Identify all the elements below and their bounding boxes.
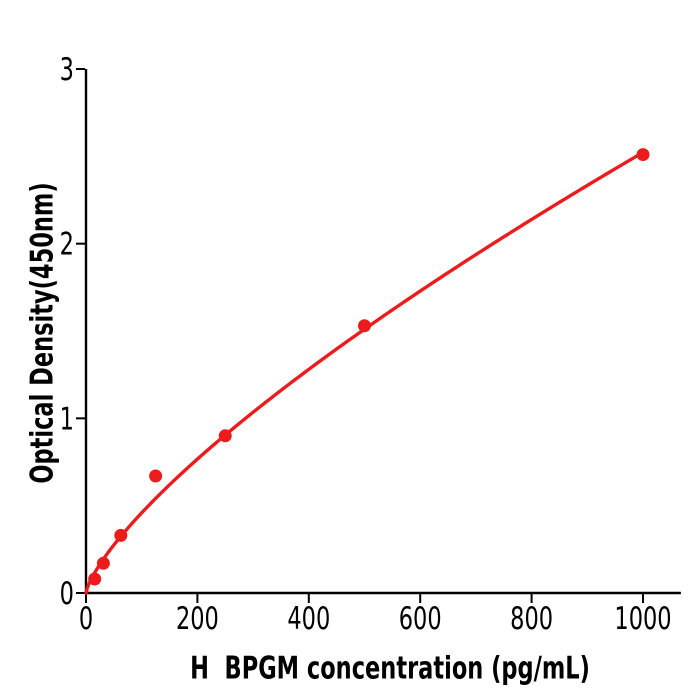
y-tick-label-text: 2 — [60, 227, 74, 263]
x-tick-label-text: 800 — [510, 601, 553, 637]
data-point — [218, 429, 232, 443]
data-point — [149, 469, 163, 483]
y-axis-title: Optical Density(450nm) — [24, 182, 61, 484]
x-tick-label: 600 — [399, 601, 442, 637]
x-tick-label: 0 — [79, 601, 93, 637]
x-tick-label: 400 — [287, 601, 330, 637]
y-tick-label: 1 — [60, 402, 74, 438]
x-tick-label-text: 600 — [399, 601, 442, 637]
data-point — [96, 556, 110, 570]
y-tick-label: 3 — [60, 52, 74, 88]
fitted-curve — [84, 150, 645, 595]
y-tick-label-text: 0 — [60, 576, 74, 612]
x-tick-label-text: 400 — [287, 601, 330, 637]
x-tick-label-text: 200 — [176, 601, 219, 637]
x-tick-label: 1000 — [614, 601, 671, 637]
y-tick-label: 0 — [60, 576, 74, 612]
data-point — [636, 148, 650, 162]
data-point — [114, 528, 128, 542]
x-axis-title: H BPGM concentration (pg/mL) — [190, 650, 590, 687]
x-tick-label: 200 — [176, 601, 219, 637]
x-tick-label: 800 — [510, 601, 553, 637]
data-point — [358, 319, 371, 333]
x-tick-label-text: 1000 — [614, 601, 671, 637]
x-tick-label-text: 0 — [79, 601, 93, 637]
y-tick-label-text: 3 — [60, 52, 74, 88]
y-tick-label-text: 1 — [60, 402, 74, 438]
data-point — [88, 572, 102, 586]
y-tick-label: 2 — [60, 227, 74, 263]
